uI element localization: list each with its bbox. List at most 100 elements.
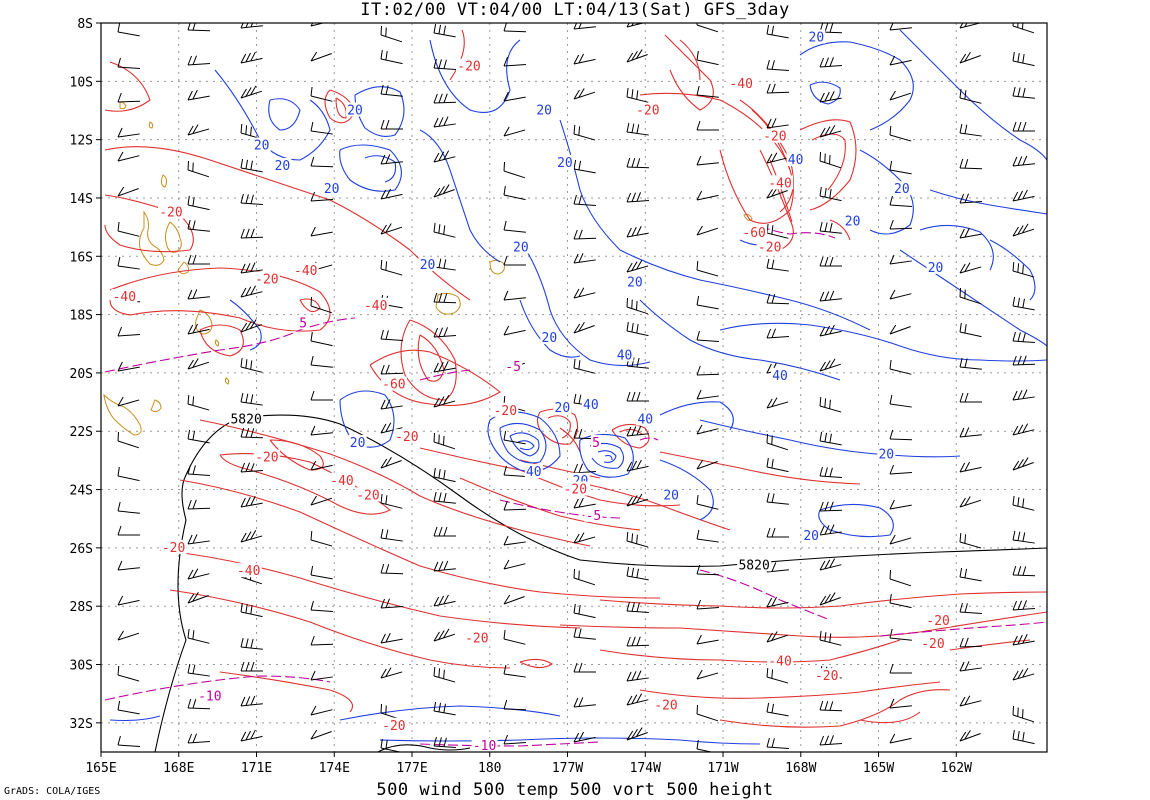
wind-barb xyxy=(959,496,982,508)
wind-barb xyxy=(240,602,263,618)
contour-label: 40 xyxy=(583,398,599,413)
wind-barb xyxy=(819,735,842,746)
wind-barb xyxy=(117,361,140,372)
wind-barb xyxy=(696,494,719,510)
wind-barb xyxy=(117,525,140,536)
wind-barb xyxy=(187,195,210,211)
wind-barb xyxy=(433,432,456,450)
wind-barb xyxy=(240,285,263,298)
wind-barb xyxy=(187,289,210,300)
contour-label: -20 xyxy=(921,637,944,652)
wind-barb xyxy=(187,23,211,32)
wind-barb xyxy=(819,124,842,138)
wind-barb xyxy=(573,229,597,240)
wind-barb xyxy=(433,467,456,483)
wind-barb xyxy=(626,727,648,741)
wind-barb xyxy=(959,637,983,648)
wind-barb xyxy=(503,559,526,570)
wind-barb xyxy=(766,152,789,164)
contour-label: -40 xyxy=(768,655,791,670)
wind-barb xyxy=(696,389,719,400)
wind-barb xyxy=(696,50,719,66)
wind-barb xyxy=(573,159,596,174)
wind-barb xyxy=(573,253,596,264)
wind-barb xyxy=(1012,51,1035,67)
wind-barb xyxy=(310,355,333,368)
wind-barb xyxy=(766,702,789,717)
contour-label: -40 xyxy=(768,176,791,191)
wind-barb xyxy=(573,124,596,141)
wind-barb xyxy=(696,365,720,376)
wind-barb xyxy=(433,116,456,128)
wind-barb xyxy=(310,460,333,471)
wind-barb xyxy=(819,151,842,169)
wind-barb xyxy=(117,92,141,103)
wind-barb xyxy=(310,226,333,237)
wind-barb xyxy=(959,392,982,403)
wind-barb xyxy=(889,733,912,744)
y-tick-label: 20S xyxy=(70,367,93,382)
contour-label: 5 xyxy=(299,316,307,331)
wind-barb xyxy=(433,526,456,537)
wind-barb xyxy=(380,364,404,375)
contour-label: 20 xyxy=(557,156,573,171)
wind-barb xyxy=(503,255,526,266)
wind-barb xyxy=(626,493,649,507)
wind-barb xyxy=(117,151,140,162)
wind-barb xyxy=(433,292,457,304)
wind-barb xyxy=(433,491,456,504)
wind-barb xyxy=(573,532,596,544)
wind-barb xyxy=(240,357,263,373)
temperature-contours-positive xyxy=(109,29,1047,745)
wind-barb xyxy=(187,394,210,411)
wind-barb xyxy=(959,262,982,274)
y-tick-label: 24S xyxy=(70,484,93,499)
wind-barb xyxy=(766,433,789,451)
wind-barb xyxy=(626,693,649,706)
contour-label: 20 xyxy=(324,182,340,197)
wind-barb xyxy=(889,55,912,66)
contour-label: -20 xyxy=(465,631,488,646)
wind-barb xyxy=(959,661,982,672)
wind-barb xyxy=(889,254,912,265)
wind-barb xyxy=(240,319,262,333)
wind-barb xyxy=(889,23,912,31)
wind-barb xyxy=(433,93,457,104)
wind-barb xyxy=(573,603,596,619)
wind-barb xyxy=(626,23,646,28)
wind-barb xyxy=(819,324,842,337)
wind-barb xyxy=(310,86,333,102)
wind-barb xyxy=(380,493,403,509)
wind-barb xyxy=(696,529,719,543)
wind-barb xyxy=(819,501,843,512)
wind-barb xyxy=(117,256,140,270)
wind-barb xyxy=(433,23,456,38)
wind-barb xyxy=(433,560,456,572)
contour-label: -20 xyxy=(356,488,379,503)
wind-barb xyxy=(1012,634,1035,646)
wind-barb xyxy=(380,457,402,469)
wind-barb xyxy=(433,394,456,408)
wind-barbs xyxy=(117,23,1036,752)
wind-barb xyxy=(696,260,719,277)
x-tick-label: 174E xyxy=(319,761,350,776)
wind-barb xyxy=(503,629,526,645)
software-credit: GrADS: COLA/IGES xyxy=(4,786,101,797)
contour-label: 40 xyxy=(637,413,653,428)
wind-barb xyxy=(503,161,526,179)
wind-barb xyxy=(503,535,526,546)
wind-barb xyxy=(117,630,140,641)
wind-barb xyxy=(433,361,456,373)
wind-barb xyxy=(889,394,912,408)
wind-barb xyxy=(1012,189,1035,202)
wind-barb xyxy=(380,329,403,342)
wind-barb xyxy=(819,466,842,479)
height-contours xyxy=(154,414,1047,752)
wind-barb xyxy=(240,193,263,206)
wind-barb xyxy=(187,733,210,744)
wind-barb xyxy=(117,431,140,449)
wind-barb xyxy=(573,662,596,673)
wind-barb xyxy=(889,359,912,375)
wind-barb xyxy=(1012,86,1035,99)
contour-label: -60 xyxy=(742,226,765,241)
